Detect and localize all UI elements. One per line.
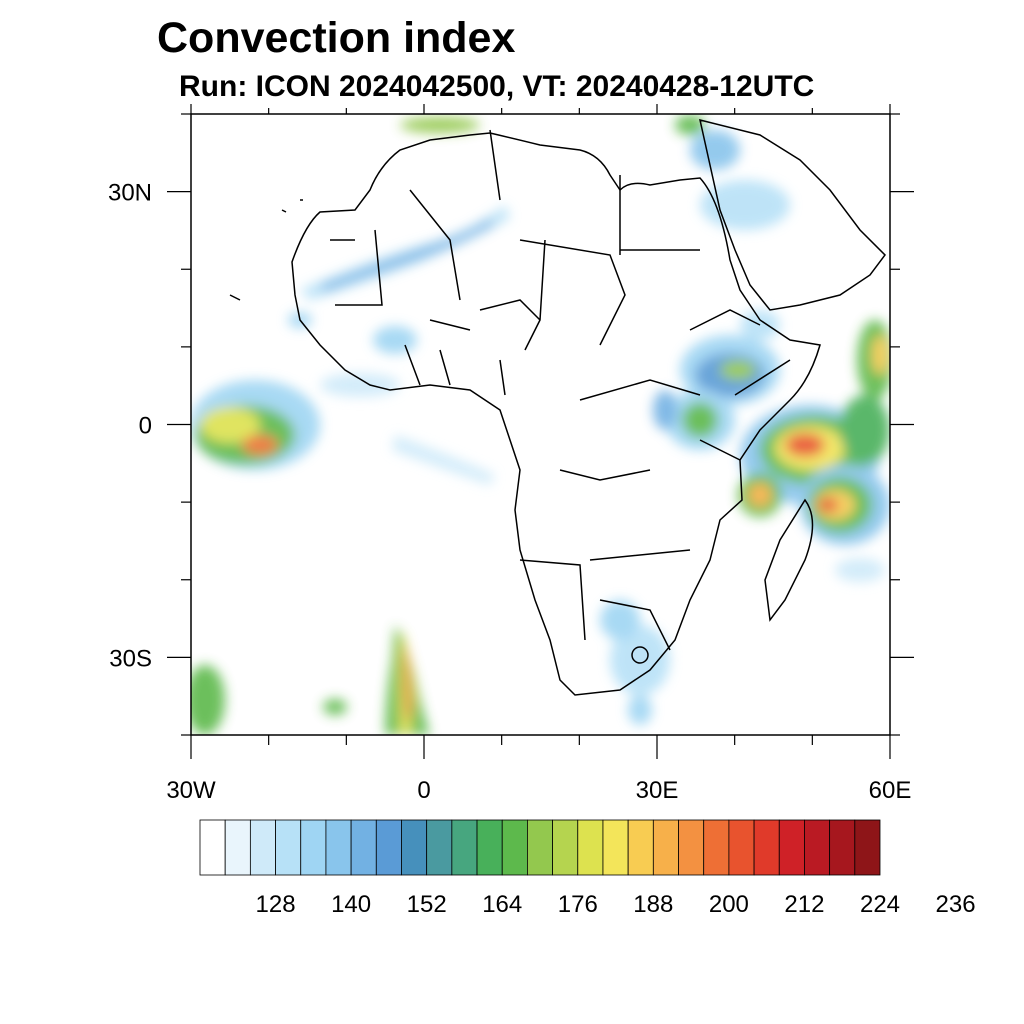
convection-field — [191, 115, 890, 735]
lat-tick-label: 30N — [108, 180, 152, 207]
colorbar-swatch — [678, 819, 705, 876]
lon-tick-label: 30W — [166, 777, 216, 804]
colorbar-swatch — [703, 819, 730, 876]
lon-tick-label: 60E — [869, 777, 912, 804]
colorbar-swatch — [627, 819, 654, 876]
colorbar-swatch — [300, 819, 327, 876]
colorbar-swatch — [501, 819, 528, 876]
colorbar-swatch — [426, 819, 453, 876]
colorbar-label: 140 — [331, 891, 371, 918]
colorbar-swatch — [602, 819, 629, 876]
colorbar-swatch — [753, 819, 780, 876]
colorbar-swatch — [527, 819, 553, 876]
colorbar: 128 140 152 164 176 188 200 212 224 236 — [199, 819, 976, 918]
colorbar-swatch — [199, 819, 226, 876]
colorbar-label: 176 — [558, 891, 598, 918]
colorbar-swatch — [249, 819, 276, 876]
colorbar-swatch — [829, 819, 856, 876]
colorbar-swatch — [350, 819, 377, 876]
colorbar-swatch — [451, 819, 478, 876]
colorbar-swatch — [854, 819, 881, 876]
lon-tick-label: 0 — [417, 777, 430, 804]
lat-tick-label: 0 — [139, 413, 152, 440]
colorbar-label: 224 — [860, 891, 900, 918]
colorbar-label: 188 — [633, 891, 673, 918]
colorbar-swatch — [224, 819, 251, 876]
coastline-borders — [229, 118, 886, 696]
colorbar-swatch — [804, 819, 831, 876]
axis-ticks: 30W 0 30E 60E 30N 0 30S — [108, 104, 914, 804]
colorbar-label: 200 — [709, 891, 749, 918]
lon-tick-label: 30E — [636, 777, 679, 804]
colorbar-swatch — [728, 819, 755, 876]
map-subtitle: Run: ICON 2024042500, VT: 20240428-12UTC — [179, 70, 815, 103]
colorbar-label: 164 — [482, 891, 522, 918]
colorbar-label: 128 — [256, 891, 296, 918]
colorbar-swatch — [778, 819, 805, 876]
colorbar-swatch — [476, 819, 503, 876]
colorbar-swatch — [375, 819, 402, 876]
colorbar-swatch — [552, 819, 579, 876]
colorbar-swatch — [325, 819, 352, 876]
colorbar-label: 212 — [784, 891, 824, 918]
colorbar-swatch — [652, 819, 679, 876]
colorbar-swatch — [577, 819, 604, 876]
colorbar-swatch — [401, 819, 428, 876]
colorbar-label: 152 — [407, 891, 447, 918]
map-title: Convection index — [157, 14, 516, 62]
lat-tick-label: 30S — [109, 645, 152, 672]
colorbar-swatch — [275, 819, 302, 876]
colorbar-label: 236 — [936, 891, 976, 918]
